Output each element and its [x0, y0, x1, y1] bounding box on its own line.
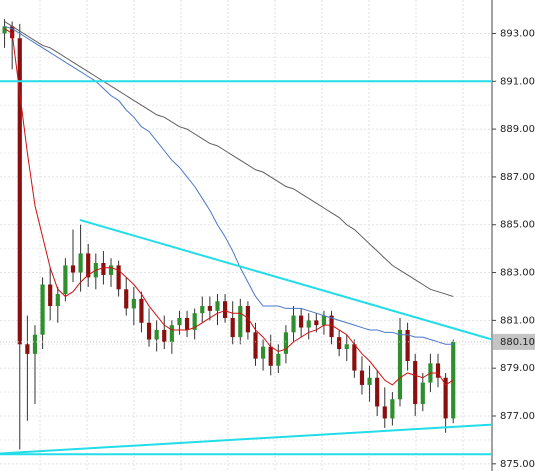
y-tick-label: 889.00 — [500, 124, 535, 135]
candle-body — [299, 315, 304, 328]
candle-body — [146, 322, 152, 340]
candle-body — [329, 315, 334, 338]
candle-body — [352, 344, 357, 371]
y-tick-label: 893.00 — [500, 28, 535, 39]
moving-average — [4, 25, 454, 345]
candle-body — [177, 317, 182, 326]
candle-body — [291, 315, 296, 333]
candle-body — [55, 294, 60, 307]
candle-body — [108, 265, 114, 275]
candle-body — [238, 306, 243, 338]
y-tick-label: 875.00 — [500, 459, 535, 470]
candle-body — [321, 315, 327, 326]
candle-body — [116, 265, 121, 290]
candle-body — [382, 406, 387, 419]
candle-body — [162, 329, 167, 342]
candle-body — [420, 382, 425, 405]
candle-body — [192, 313, 197, 330]
candle-body — [283, 332, 289, 354]
candle-body — [154, 329, 159, 340]
candle-body — [375, 377, 380, 407]
moving-average — [4, 28, 454, 386]
candle-body — [367, 377, 372, 385]
candle-body — [63, 265, 68, 295]
last-price-box — [493, 333, 535, 350]
y-tick-label: 881.00 — [500, 315, 535, 326]
last-price-label: 880.10 — [500, 337, 535, 348]
trendline — [0, 423, 493, 455]
candle-body — [359, 370, 365, 385]
candle-body — [101, 262, 106, 275]
candle-body — [443, 377, 448, 419]
candle-body — [184, 317, 190, 330]
candle-body — [25, 344, 30, 354]
candle-body — [40, 284, 45, 335]
candle-body — [139, 298, 144, 323]
candle-body — [253, 332, 258, 359]
candle-body — [435, 363, 441, 378]
candle-body — [245, 306, 250, 333]
trendline — [79, 218, 493, 341]
candle-body — [70, 265, 76, 273]
candle-body — [261, 346, 266, 359]
candle-body — [207, 306, 212, 311]
candle-body — [405, 329, 410, 362]
candle-body — [169, 325, 174, 342]
y-tick-label: 885.00 — [500, 220, 535, 231]
candle-body — [306, 320, 311, 328]
candle-body — [276, 353, 281, 366]
candle-body — [268, 346, 273, 366]
candle-body — [17, 38, 22, 345]
y-tick-label: 879.00 — [500, 363, 535, 374]
candle-body — [124, 289, 129, 309]
candle-body — [230, 317, 235, 338]
candle-body — [337, 337, 342, 350]
candle-body — [390, 399, 395, 419]
candle-body — [314, 320, 319, 326]
y-tick-label: 887.00 — [500, 172, 535, 183]
candle-body — [2, 26, 7, 34]
candle-body — [397, 329, 403, 400]
candle-body — [48, 284, 53, 307]
candle-body — [344, 344, 349, 350]
candle-body — [10, 26, 15, 39]
candle-body — [131, 298, 136, 309]
candle-body — [32, 334, 38, 354]
candle-body — [215, 301, 220, 311]
candle-body — [78, 253, 83, 273]
y-tick-label: 883.00 — [500, 268, 535, 279]
y-tick-label: 877.00 — [500, 411, 535, 422]
y-tick-label: 891.00 — [500, 76, 535, 87]
candle-body — [200, 306, 205, 314]
candle-body — [222, 301, 228, 318]
candle-body — [86, 253, 91, 278]
candle-body — [413, 361, 418, 405]
moving-average — [4, 21, 454, 297]
